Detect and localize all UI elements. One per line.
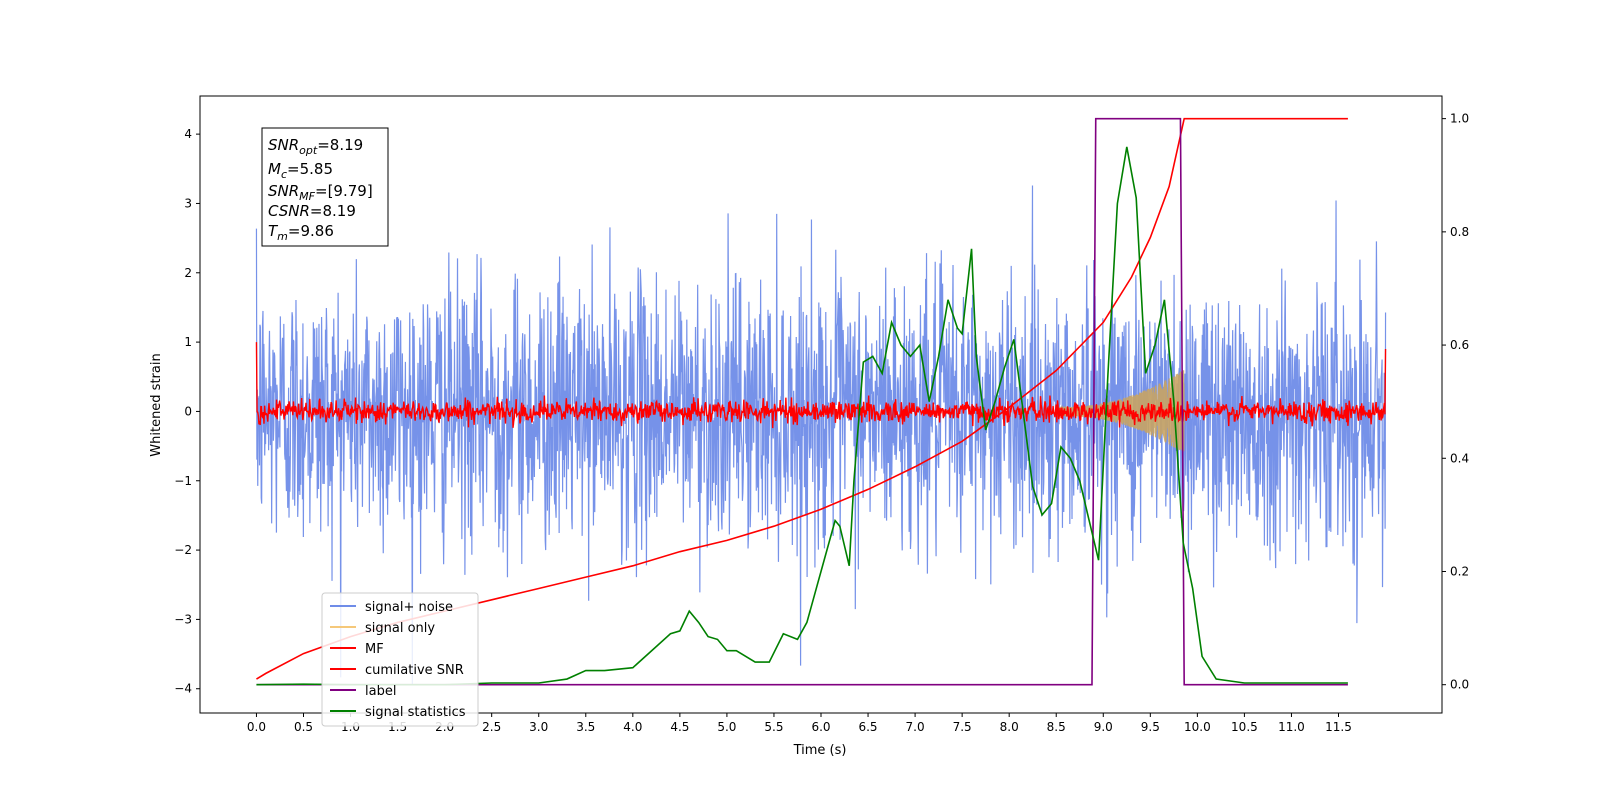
info-snr-mf: SNRMF=[9.79] (268, 182, 373, 203)
x-tick-label: 4.5 (670, 720, 689, 734)
x-tick-label: 4.0 (623, 720, 642, 734)
y2-tick-label: 0.6 (1450, 338, 1469, 352)
y2-tick-label: 0.8 (1450, 225, 1469, 239)
legend-entry: cumilative SNR (365, 663, 464, 678)
x-tick-label: 5.5 (764, 720, 783, 734)
x-axis-label: Time (s) (793, 743, 847, 758)
series-label (256, 117, 1348, 686)
legend-entry: label (365, 684, 396, 699)
series-signal-noise (255, 185, 1387, 686)
x-tick-label: 7.5 (953, 720, 972, 734)
y2-tick-label: 1.0 (1450, 112, 1469, 126)
x-tick-label: 10.0 (1184, 720, 1211, 734)
x-tick-label: 7.0 (906, 720, 925, 734)
info-box: SNRopt=8.19 Mc=5.85 SNRMF=[9.79] CSNR=8.… (261, 127, 389, 247)
y-tick-label: −3 (174, 612, 192, 626)
y-tick-label: 0 (184, 404, 192, 418)
x-tick-label: 8.5 (1047, 720, 1066, 734)
x-tick-label: 0.0 (247, 720, 266, 734)
legend-entry: MF (365, 642, 384, 657)
y-tick-label: 3 (184, 196, 192, 210)
x-tick-label: 3.5 (576, 720, 595, 734)
x-tick-label: 8.0 (1000, 720, 1019, 734)
y-tick-label: 4 (184, 127, 192, 141)
x-tick-label: 3.0 (529, 720, 548, 734)
series-signal-statistics (256, 146, 1348, 686)
x-tick-label: 0.5 (294, 720, 313, 734)
x-tick-label: 9.5 (1141, 720, 1160, 734)
series-mf (255, 342, 1387, 429)
y-tick-label: −4 (174, 682, 192, 696)
info-mc: Mc=5.85 (268, 160, 333, 181)
y-tick-label: 1 (184, 335, 192, 349)
y-axis-left: 4 3 2 1 0 −1 −2 −3 −4 (174, 127, 200, 696)
x-tick-label: 2.5 (482, 720, 501, 734)
legend-entry: signal+ noise (365, 600, 453, 615)
x-tick-label: 10.5 (1231, 720, 1258, 734)
x-tick-label: 11.5 (1325, 720, 1352, 734)
info-tm: Tm=9.86 (268, 222, 334, 243)
legend: signal+ noise signal only MF cumilative SNR… (321, 592, 479, 727)
y-axis-label: Whitened strain (149, 353, 164, 456)
y-tick-label: −1 (174, 474, 192, 488)
x-tick-label: 5.0 (717, 720, 736, 734)
legend-entry: signal statistics (365, 705, 466, 720)
legend-entry: signal only (365, 621, 435, 636)
x-tick-label: 11.0 (1278, 720, 1305, 734)
x-tick-label: 6.5 (858, 720, 877, 734)
series-signal-only (1055, 370, 1185, 453)
info-csnr: CSNR=8.19 (268, 202, 356, 220)
y2-tick-label: 0.0 (1450, 678, 1469, 692)
y-axis-right: 1.0 0.8 0.6 0.4 0.2 0.0 (1442, 112, 1469, 692)
x-tick-label: 9.0 (1094, 720, 1113, 734)
y-tick-label: 2 (184, 266, 192, 280)
info-snr-opt: SNRopt=8.19 (268, 136, 363, 157)
y2-tick-label: 0.2 (1450, 564, 1469, 578)
x-tick-label: 6.0 (811, 720, 830, 734)
y2-tick-label: 0.4 (1450, 451, 1469, 465)
y-tick-label: −2 (174, 543, 192, 557)
